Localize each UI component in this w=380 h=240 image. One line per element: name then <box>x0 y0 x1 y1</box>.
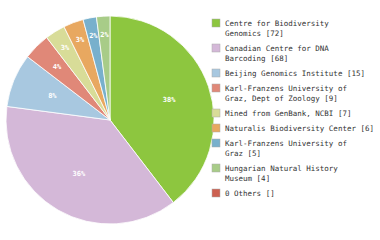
legend-item: Hungarian Natural HistoryMuseum [4] <box>212 164 338 183</box>
chart: 38% 36% 8% 4% 3% 3% 2%2% Centre for Biodiversit… <box>0 0 380 240</box>
data-label: 3% <box>61 44 70 52</box>
legend-swatch <box>212 109 220 117</box>
legend-swatch <box>212 124 220 132</box>
legend-item: Centre for BiodiversityGenomics [72] <box>212 19 329 38</box>
legend-item: Mined from GenBank, NCBI [7] <box>212 109 351 118</box>
slice <box>96 16 110 120</box>
legend-swatch <box>212 139 220 147</box>
legend-label: Naturalis Biodiversity Center [6] <box>225 124 374 133</box>
legend-item: Beijing Genomics Institute [15] <box>212 69 365 78</box>
slice <box>83 17 110 120</box>
data-label: 4% <box>53 63 62 71</box>
pie <box>6 16 214 224</box>
legend-label: Mined from GenBank, NCBI [7] <box>225 109 351 118</box>
legend-label: Hungarian Natural HistoryMuseum [4] <box>225 164 338 183</box>
data-label: 3% <box>76 36 85 44</box>
legend-label: Centre for BiodiversityGenomics [72] <box>225 19 329 38</box>
legend-label: 0 Others [] <box>225 189 275 198</box>
legend-swatch <box>212 44 220 52</box>
legend-label: Canadian Centre for DNABarcoding [68] <box>225 44 329 63</box>
legend-label: Beijing Genomics Institute [15] <box>225 69 365 78</box>
data-label: 38% <box>163 96 176 104</box>
legend-label: Karl-Franzens University ofGraz [5] <box>225 139 347 158</box>
legend-item: Naturalis Biodiversity Center [6] <box>212 124 374 133</box>
data-label: 2% <box>89 32 98 40</box>
data-label: 8% <box>48 92 57 100</box>
legend: Centre for BiodiversityGenomics [72] Cana… <box>212 19 374 198</box>
legend-item: 0 Others [] <box>212 189 275 198</box>
legend-item: Canadian Centre for DNABarcoding [68] <box>212 44 329 63</box>
legend-swatch <box>212 69 220 77</box>
legend-item: Karl-Franzens University ofGraz, Dept of… <box>212 84 347 103</box>
legend-item: Karl-Franzens University ofGraz [5] <box>212 139 347 158</box>
legend-swatch <box>212 84 220 92</box>
data-label: 2% <box>100 31 109 39</box>
legend-label: Karl-Franzens University ofGraz, Dept of… <box>225 84 347 103</box>
slice <box>6 106 173 224</box>
legend-swatch <box>212 189 220 197</box>
data-label: 36% <box>72 170 85 178</box>
legend-swatch <box>212 19 220 27</box>
data-labels: 38% 36% 8% 4% 3% 3% 2%2% <box>48 31 176 178</box>
legend-swatch <box>212 164 220 172</box>
